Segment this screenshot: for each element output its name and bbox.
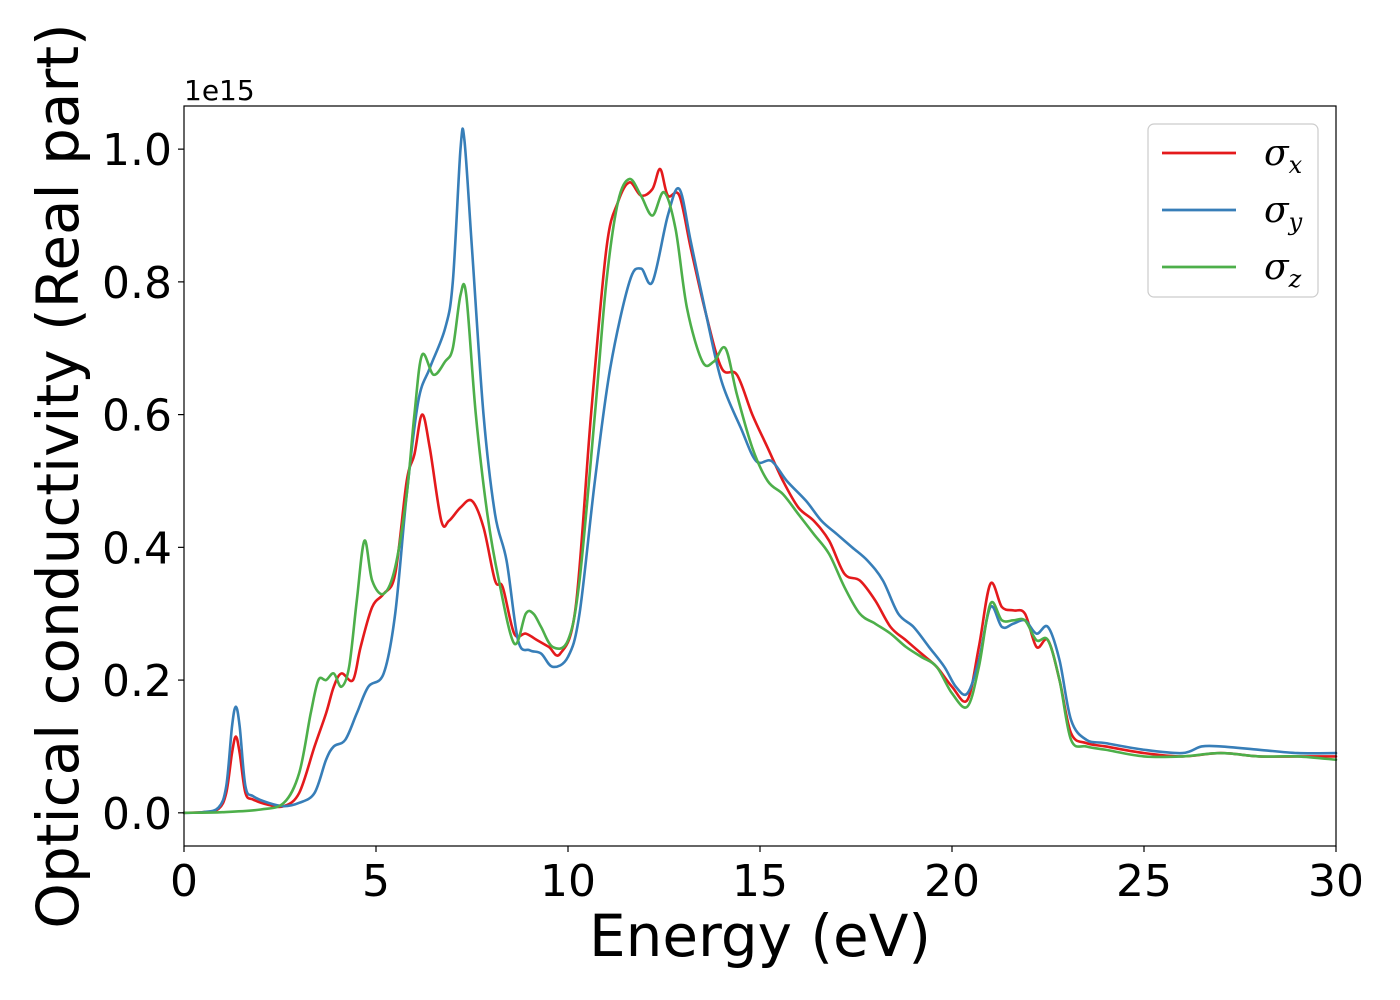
x-tick-label: 10 <box>540 856 596 907</box>
series-line-z <box>182 177 1338 815</box>
y-tick-label: 0.8 <box>102 258 172 309</box>
series-layer <box>182 127 1338 815</box>
legend-label-x: σx <box>1264 133 1303 179</box>
x-tick-label: 5 <box>362 856 390 907</box>
y-tick-label: 0.0 <box>102 789 172 840</box>
y-tick-label: 1.0 <box>102 125 172 176</box>
legend-items: σx σy σz <box>1162 133 1303 293</box>
x-tick-label: 20 <box>924 856 980 907</box>
x-tick-label: 30 <box>1308 856 1364 907</box>
series-line-y <box>182 127 1338 815</box>
x-axis-title: Energy (eV) <box>589 902 931 970</box>
y-axis-title: Optical conductivity (Real part) <box>24 23 92 928</box>
x-tick-label: 25 <box>1116 856 1172 907</box>
legend: σx σy σz <box>1147 123 1319 298</box>
legend-label-y: σy <box>1264 190 1303 236</box>
x-axis-ticks: 0 5 10 15 20 25 30 <box>170 846 1364 907</box>
y-offset-label: 1e15 <box>184 74 255 107</box>
x-tick-label: 0 <box>170 856 198 907</box>
legend-label-z: σz <box>1264 247 1302 293</box>
y-tick-label: 0.2 <box>102 656 172 707</box>
y-tick-label: 0.6 <box>102 391 172 442</box>
y-tick-label: 0.4 <box>102 523 172 574</box>
x-tick-label: 15 <box>732 856 788 907</box>
y-axis-ticks: 0.0 0.2 0.4 0.6 0.8 1.0 <box>102 125 184 840</box>
